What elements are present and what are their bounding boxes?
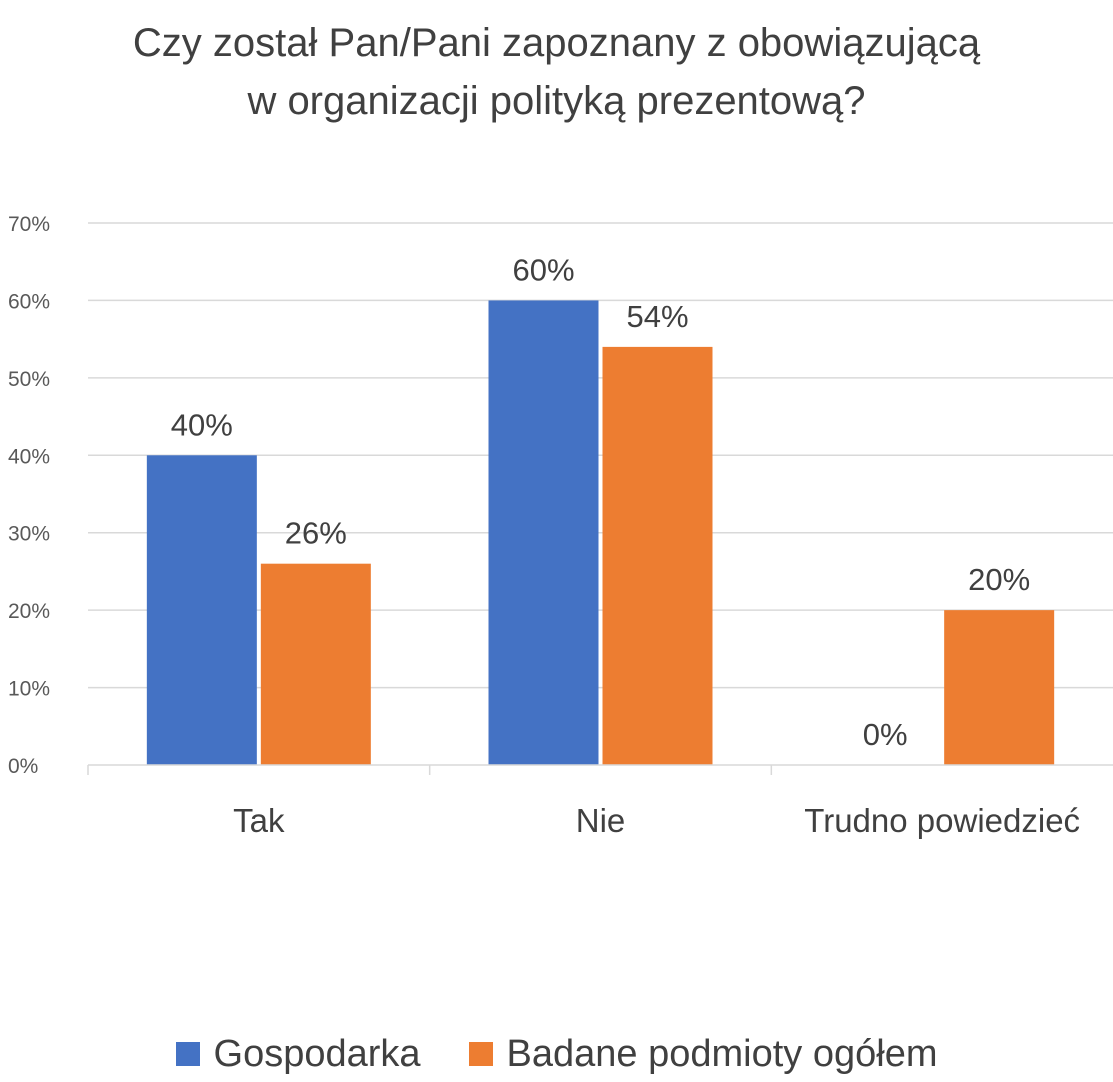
legend-swatch-gospodarka <box>175 1042 200 1066</box>
data-label-gospodarka: 0% <box>863 717 908 752</box>
bar-gospodarka <box>146 455 257 765</box>
chart-title-line-1: Czy został Pan/Pani zapoznany z obowiązu… <box>132 21 981 65</box>
chart-title-line-2: w organizacji polityką prezentową? <box>247 79 866 123</box>
legend-item-badane-podmioty: Badane podmioty ogółem <box>468 1032 938 1076</box>
bar-badane-podmioty-og-em <box>944 610 1055 765</box>
y-tick-label: 60% <box>8 290 50 313</box>
legend-swatch-badane-podmioty <box>468 1042 493 1066</box>
bar-badane-podmioty-og-em <box>602 346 713 765</box>
y-tick-label: 10% <box>8 678 50 701</box>
bar-gospodarka <box>488 300 599 765</box>
y-tick-label: 50% <box>8 368 50 391</box>
data-label-badane-podmioty-og-em: 26% <box>285 516 347 551</box>
chart-title: Czy został Pan/Pani zapoznany z obowiązu… <box>0 14 1113 130</box>
y-tick-label: 30% <box>8 523 50 546</box>
y-tick-label: 20% <box>8 600 50 623</box>
y-tick-label: 40% <box>8 445 50 468</box>
category-label: Tak <box>233 802 285 839</box>
data-label-badane-podmioty-og-em: 54% <box>626 299 688 334</box>
data-labels: 40% 26% 60% 54% 0% 20% <box>171 252 1030 752</box>
y-tick-label: 0% <box>8 755 38 778</box>
bar-badane-podmioty-og-em <box>260 563 371 765</box>
category-label: Nie <box>576 802 626 839</box>
y-tick-label: 70% <box>8 213 50 236</box>
legend-item-gospodarka: Gospodarka <box>175 1032 421 1076</box>
legend-label-badane-podmioty: Badane podmioty ogółem <box>506 1033 938 1075</box>
gridlines <box>88 222 1113 689</box>
legend-label-gospodarka: Gospodarka <box>213 1033 421 1075</box>
data-label-badane-podmioty-og-em: 20% <box>968 562 1030 597</box>
category-label: Trudno powiedzieć <box>804 802 1080 839</box>
bars <box>146 300 1055 765</box>
legend: Gospodarka Badane podmioty ogółem <box>0 1032 1113 1076</box>
y-axis-ticks: 0% 10% 20% 30% 40% 50% 60% 70% <box>8 213 50 778</box>
x-axis-categories: Tak Nie Trudno powiedzieć <box>233 802 1080 839</box>
x-axis <box>87 764 1113 775</box>
data-label-gospodarka: 60% <box>512 252 574 287</box>
data-label-gospodarka: 40% <box>171 407 233 442</box>
